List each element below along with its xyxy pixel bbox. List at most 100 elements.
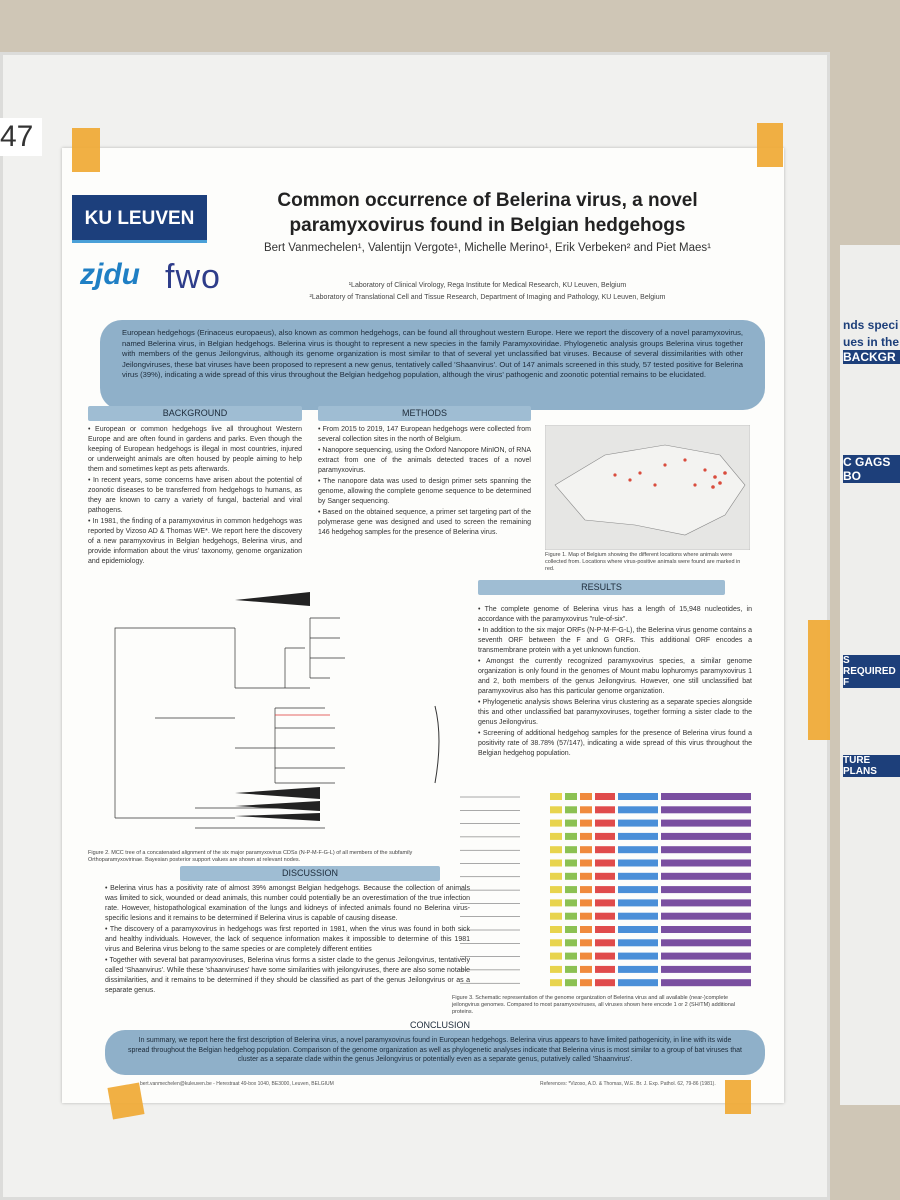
figure-caption: Figure 2. MCC tree of a concatenated ali… bbox=[88, 850, 413, 863]
gene-block bbox=[661, 952, 751, 960]
gene-block bbox=[550, 939, 562, 947]
map bbox=[545, 425, 750, 550]
side-heading: S REQUIRED F bbox=[843, 655, 900, 688]
affiliation: ²Laboratory of Translational Cell and Ti… bbox=[309, 294, 666, 301]
gene-block bbox=[550, 965, 562, 973]
tape bbox=[107, 1082, 145, 1120]
section-heading: CONCLUSION bbox=[409, 1020, 470, 1030]
gene-block bbox=[550, 899, 562, 907]
bullet: • The discovery of a paramyxovirus in he… bbox=[105, 926, 470, 953]
figure-caption: Figure 1. Map of Belgium showing the dif… bbox=[545, 552, 741, 572]
side-heading: C GAGS BO bbox=[843, 455, 900, 483]
gene-block bbox=[565, 926, 577, 933]
board-number: 47 bbox=[0, 118, 42, 156]
gene-block bbox=[550, 806, 562, 814]
contact: bert.vanmechelen@kuleuven.be - Herestraa… bbox=[140, 1081, 334, 1087]
bullet: • Belerina virus has a positivity rate o… bbox=[105, 885, 470, 922]
gene-block bbox=[565, 912, 577, 920]
gene-block bbox=[661, 806, 751, 814]
bullet: • Together with several bat paramyxoviru… bbox=[105, 957, 470, 994]
gene-block bbox=[580, 886, 592, 894]
gene-block bbox=[661, 899, 751, 907]
gene-block bbox=[595, 926, 615, 933]
gene-block bbox=[580, 806, 592, 814]
gene-block bbox=[550, 793, 562, 800]
gene-block bbox=[661, 886, 751, 894]
gene-block bbox=[661, 912, 751, 920]
side-heading: nds speci bbox=[843, 318, 899, 332]
logo: fwo bbox=[165, 258, 221, 296]
gene-block bbox=[595, 806, 615, 814]
gene-block bbox=[565, 806, 577, 814]
bullet: • In addition to the six major ORFs (N-P… bbox=[478, 627, 752, 654]
bullet: • Based on the obtained sequence, a prim… bbox=[318, 509, 531, 536]
gene-block bbox=[595, 952, 615, 960]
gene-block bbox=[580, 926, 592, 933]
gene-block bbox=[595, 832, 615, 840]
gene-block bbox=[550, 926, 562, 933]
section-text: • Belerina virus has a positivity rate o… bbox=[105, 884, 470, 997]
tape bbox=[725, 1080, 751, 1114]
gene-block bbox=[618, 899, 658, 907]
gene-block bbox=[661, 926, 751, 933]
tape bbox=[808, 620, 830, 740]
gene-block bbox=[565, 952, 577, 960]
gene-block bbox=[595, 912, 615, 920]
gene-block bbox=[550, 832, 562, 840]
gene-block bbox=[618, 846, 658, 854]
logo: KU LEUVEN bbox=[72, 195, 207, 243]
gene-block bbox=[661, 939, 751, 947]
side-heading: ues in the bbox=[843, 335, 900, 349]
gene-block bbox=[595, 965, 615, 973]
gene-block bbox=[618, 939, 658, 947]
gene-block bbox=[595, 899, 615, 907]
gene-block bbox=[580, 819, 592, 827]
logo: zjdu bbox=[80, 258, 140, 291]
gene-block bbox=[565, 965, 577, 973]
gene-block bbox=[580, 952, 592, 960]
gene-block bbox=[565, 939, 577, 947]
gene-block bbox=[618, 952, 658, 960]
gene-block bbox=[661, 872, 751, 880]
gene-block bbox=[550, 859, 562, 867]
gene-block bbox=[618, 819, 658, 827]
section-heading: RESULTS bbox=[478, 580, 725, 595]
affiliation: ¹Laboratory of Clinical Virology, Rega I… bbox=[348, 282, 627, 289]
gene-block bbox=[580, 793, 592, 800]
side-heading: BACKGR bbox=[843, 350, 900, 364]
gene-block bbox=[618, 979, 658, 987]
bullet: • From 2015 to 2019, 147 European hedgeh… bbox=[318, 426, 531, 443]
gene-block bbox=[565, 819, 577, 827]
genome-figure bbox=[460, 793, 751, 987]
gene-block bbox=[618, 832, 658, 840]
gene-block bbox=[661, 832, 751, 840]
gene-block bbox=[565, 899, 577, 907]
gene-block bbox=[580, 846, 592, 854]
section-heading: METHODS bbox=[318, 406, 531, 421]
gene-block bbox=[550, 886, 562, 894]
gene-block bbox=[661, 846, 751, 854]
gene-block bbox=[565, 886, 577, 894]
gene-block bbox=[618, 926, 658, 933]
gene-block bbox=[595, 846, 615, 854]
gene-block bbox=[550, 912, 562, 920]
gene-block bbox=[580, 832, 592, 840]
gene-block bbox=[618, 859, 658, 867]
abstract: European hedgehogs (Erinaceus europaeus)… bbox=[100, 320, 765, 410]
gene-block bbox=[565, 979, 577, 987]
references: References: *Vizoso, A.D. & Thomas, W.E.… bbox=[540, 1081, 716, 1087]
gene-block bbox=[595, 819, 615, 827]
gene-block bbox=[565, 872, 577, 880]
section-heading: BACKGROUND bbox=[88, 406, 302, 421]
bullet: • Amongst the currently recognized param… bbox=[478, 658, 752, 695]
section-text: • European or common hedgehogs live all … bbox=[88, 425, 302, 568]
gene-block bbox=[661, 859, 751, 867]
side-heading: TURE PLANS bbox=[843, 755, 900, 777]
gene-block bbox=[661, 793, 751, 800]
bullet: • In 1981, the finding of a paramyxoviru… bbox=[88, 518, 302, 565]
authors: Bert Vanmechelen¹, Valentijn Vergote¹, M… bbox=[263, 242, 711, 254]
gene-block bbox=[580, 859, 592, 867]
gene-block bbox=[618, 806, 658, 814]
section-text: • The complete genome of Belerina virus … bbox=[478, 605, 752, 760]
